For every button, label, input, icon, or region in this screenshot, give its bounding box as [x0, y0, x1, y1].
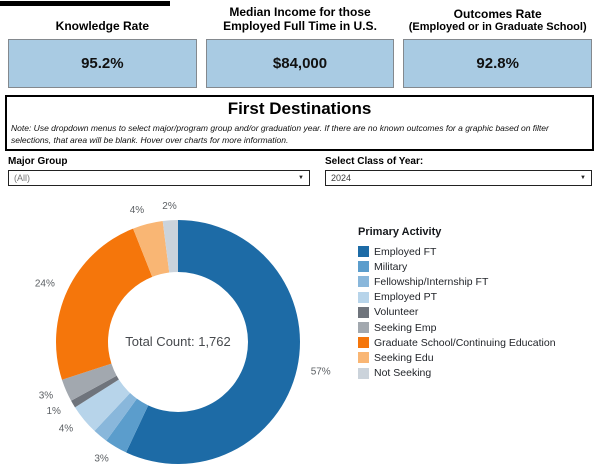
chevron-down-icon[interactable]: ▼ [298, 175, 304, 181]
page-title: First Destinations [227, 99, 372, 118]
legend-swatch [358, 337, 369, 349]
kpi-value-outcomes-rate: 92.8% [403, 39, 593, 88]
slice-percent-label: 24% [35, 279, 55, 290]
legend-title: Primary Activity [358, 226, 442, 238]
legend-swatch [358, 367, 369, 379]
usage-note: Note: Use dropdown menus to select major… [11, 123, 549, 145]
pie-slice-seeking-edu[interactable] [133, 220, 170, 277]
class-year-filter: Select Class of Year: 2024 ▼ [325, 156, 592, 186]
kpi-title: Median Income for those Employed Full Ti… [223, 5, 377, 34]
class-year-label: Select Class of Year: [325, 156, 424, 167]
kpi-heading-outcomes-rate: Outcomes Rate (Employed or in Graduate S… [403, 6, 592, 37]
kpi-headings-row: Knowledge Rate Median Income for those E… [8, 0, 592, 37]
pie-slice-military[interactable] [106, 398, 149, 453]
slice-percent-label: 4% [130, 205, 145, 216]
pie-slice-employed-pt[interactable] [74, 379, 131, 431]
legend-swatch [358, 322, 369, 334]
kpi-value-text: 95.2% [81, 55, 124, 72]
legend-item-seeking-emp[interactable]: Seeking Emp [358, 320, 596, 335]
major-group-filter: Major Group (All) ▼ [8, 156, 310, 186]
pie-slice-volunteer[interactable] [71, 375, 119, 408]
legend-item-seeking-edu[interactable]: Seeking Edu [358, 350, 596, 365]
slice-percent-label: 4% [59, 423, 74, 434]
kpi-value-median-income: $84,000 [205, 39, 395, 88]
pie-slice-seeking-emp[interactable] [61, 363, 117, 401]
legend-item-graduate-school[interactable]: Graduate School/Continuing Education [358, 335, 596, 350]
slice-percent-label: 2% [162, 201, 177, 212]
chevron-down-icon[interactable]: ▼ [580, 175, 586, 181]
major-group-dropdown[interactable]: (All) ▼ [8, 170, 310, 186]
major-group-value: (All) [14, 173, 30, 183]
kpi-subtitle: (Employed or in Graduate School) [408, 21, 587, 34]
slice-percent-label: 3% [94, 454, 109, 465]
kpi-value-text: 92.8% [476, 55, 519, 72]
title-banner: First Destinations Note: Use dropdown me… [5, 95, 594, 151]
class-year-dropdown[interactable]: 2024 ▼ [325, 170, 592, 186]
legend-swatch [358, 306, 369, 318]
legend-swatch [358, 352, 369, 364]
primary-activity-legend: Primary Activity Employed FT Military Fe… [358, 226, 596, 381]
legend-item-fellowship-internship-ft[interactable]: Fellowship/Internship FT [358, 274, 596, 289]
legend-swatch [358, 276, 369, 288]
legend-item-employed-pt[interactable]: Employed PT [358, 290, 596, 305]
top-left-black-strip [0, 1, 170, 6]
pie-slice-fellowship-internship-ft[interactable] [94, 393, 137, 441]
kpi-value-text: $84,000 [272, 55, 328, 72]
legend-swatch [358, 246, 369, 258]
slice-percent-label: 1% [46, 406, 61, 417]
kpi-title: Knowledge Rate [55, 19, 150, 34]
legend-swatch [358, 291, 369, 303]
legend-item-not-seeking[interactable]: Not Seeking [358, 366, 596, 381]
total-count-label: Total Count: 1,762 [125, 334, 231, 349]
kpi-title: Outcomes Rate [453, 6, 542, 21]
pie-slice-graduate-school-continuing-education[interactable] [55, 228, 153, 380]
legend-swatch [358, 261, 369, 273]
pie-slice-not-seeking[interactable] [162, 219, 178, 273]
legend-item-volunteer[interactable]: Volunteer [358, 305, 596, 320]
kpi-heading-median-income: Median Income for those Employed Full Ti… [206, 6, 395, 37]
slice-percent-label: 57% [311, 366, 331, 377]
kpi-heading-knowledge-rate: Knowledge Rate [8, 19, 197, 37]
class-year-value: 2024 [331, 173, 352, 183]
legend-item-employed-ft[interactable]: Employed FT [358, 244, 596, 259]
pie-slice-employed-ft[interactable] [126, 220, 300, 464]
legend-item-military[interactable]: Military [358, 259, 596, 274]
primary-activity-donut-chart[interactable]: 57% 3% 4% 1% 3% 24% 4% 2% Total Count: 1,762 [0, 195, 360, 471]
kpi-values-row: 95.2% $84,000 92.8% [8, 39, 593, 88]
kpi-value-knowledge-rate: 95.2% [8, 39, 197, 88]
major-group-label: Major Group [8, 156, 68, 167]
slice-percent-label: 3% [39, 391, 54, 402]
